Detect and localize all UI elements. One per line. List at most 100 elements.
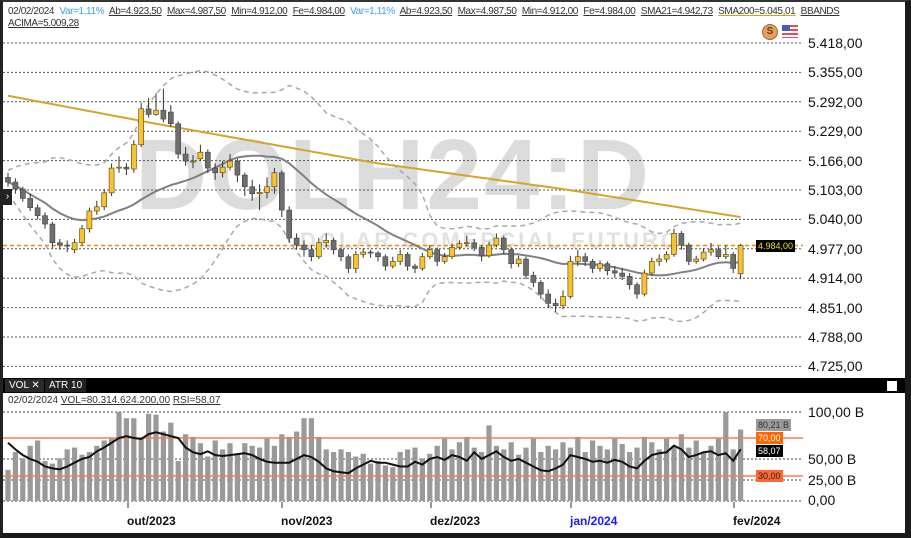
candle-body xyxy=(404,254,411,267)
candle xyxy=(419,253,426,271)
volume-bar xyxy=(553,449,559,501)
vol-info-rsi: RSI=58,07 xyxy=(172,395,221,406)
candle xyxy=(382,254,389,271)
volume-bar xyxy=(160,431,166,501)
candle xyxy=(5,172,11,187)
candle-body xyxy=(131,144,137,170)
volume-bar xyxy=(545,445,551,501)
volume-bar xyxy=(131,418,137,501)
candle-body xyxy=(515,258,522,265)
candle xyxy=(168,105,174,127)
volume-bar xyxy=(72,447,78,501)
candle-body xyxy=(219,166,226,174)
volume-bar xyxy=(501,449,507,501)
candle xyxy=(700,248,707,262)
scroll-left-icon[interactable]: › xyxy=(3,189,12,205)
volume-bar xyxy=(567,447,573,501)
month-label-feb: fev/2024 xyxy=(733,514,781,528)
volume-bar xyxy=(434,445,440,501)
watermark-symbol: DOLH24:D xyxy=(135,119,652,231)
volume-bar xyxy=(57,458,63,501)
candle xyxy=(589,259,596,274)
candle xyxy=(352,251,359,274)
candle xyxy=(426,245,433,260)
info-sma200: SMA200=5.045,01 xyxy=(718,6,796,17)
candle-body xyxy=(508,249,515,265)
volume-rsi-chart[interactable] xyxy=(3,393,803,509)
candle-body xyxy=(86,210,93,230)
candle-body xyxy=(441,256,448,262)
volume-bar xyxy=(279,434,285,501)
candle xyxy=(278,170,285,218)
volume-bar xyxy=(730,449,736,501)
tab-atr[interactable]: ATR 10 xyxy=(45,379,87,392)
candle xyxy=(567,255,574,299)
candle xyxy=(345,254,352,274)
candle-body xyxy=(493,237,500,246)
candle xyxy=(27,193,34,211)
volume-bar xyxy=(715,438,721,501)
candle-body xyxy=(663,254,670,260)
close-icon[interactable]: ✕ xyxy=(31,380,40,391)
candle-body xyxy=(449,247,455,258)
candle-body xyxy=(205,151,211,169)
candle xyxy=(56,239,63,250)
volume-bar xyxy=(382,465,388,501)
candle xyxy=(256,184,263,211)
candle xyxy=(604,261,611,276)
candle xyxy=(678,231,685,250)
candle-body xyxy=(500,237,507,251)
volume-bar xyxy=(590,440,596,501)
volume-bar xyxy=(153,414,159,501)
us-flag-icon[interactable] xyxy=(782,25,798,38)
candle xyxy=(412,263,418,274)
candle-body xyxy=(212,167,218,174)
tab-vol[interactable]: VOL ✕ xyxy=(5,379,44,392)
info-var-2: Var=1,11% xyxy=(350,6,395,17)
candle-body xyxy=(64,244,71,247)
candle xyxy=(234,158,241,183)
currency-icon[interactable]: S xyxy=(762,24,778,40)
candle xyxy=(264,177,270,199)
candle-body xyxy=(375,252,381,258)
volume-bar xyxy=(523,447,529,501)
candle-body xyxy=(611,270,618,274)
candle xyxy=(101,189,107,211)
volume-bar xyxy=(560,442,566,501)
candle-body xyxy=(153,109,159,115)
maximize-pane-icon[interactable] xyxy=(887,381,897,391)
candle-body xyxy=(434,249,441,262)
candle xyxy=(323,233,330,248)
vol-info-volume: VOL=80.314.624.200,00 xyxy=(60,395,171,406)
price-axis-label: 5.103,00 xyxy=(808,182,863,198)
candle-body xyxy=(101,192,107,208)
volume-bar xyxy=(338,449,344,501)
candle xyxy=(94,200,100,215)
volume-bar xyxy=(234,454,240,501)
candle-body xyxy=(471,242,478,248)
candle xyxy=(530,271,537,288)
volume-bar xyxy=(604,449,610,501)
candle-body xyxy=(589,261,596,269)
volume-bar xyxy=(175,460,181,501)
candle xyxy=(249,179,255,201)
volume-bar xyxy=(27,445,33,501)
candle-body xyxy=(367,251,374,254)
candle-body xyxy=(197,151,204,160)
volume-bar xyxy=(5,469,11,501)
volume-bar xyxy=(641,436,647,501)
volume-bar xyxy=(664,438,670,501)
candle-body xyxy=(597,263,603,269)
candle-body xyxy=(626,276,633,286)
candle-body xyxy=(352,254,359,269)
month-label-jan: jan/2024 xyxy=(570,514,618,528)
price-chart[interactable] xyxy=(3,20,803,378)
candle xyxy=(478,245,485,262)
candle xyxy=(737,243,744,280)
volume-bar xyxy=(323,449,329,501)
price-axis-label: 5.229,00 xyxy=(808,123,863,140)
candle-body xyxy=(123,166,130,170)
candle xyxy=(389,256,396,269)
candle-body xyxy=(478,247,485,257)
rsi-low-tag: 30,00 xyxy=(756,470,783,482)
